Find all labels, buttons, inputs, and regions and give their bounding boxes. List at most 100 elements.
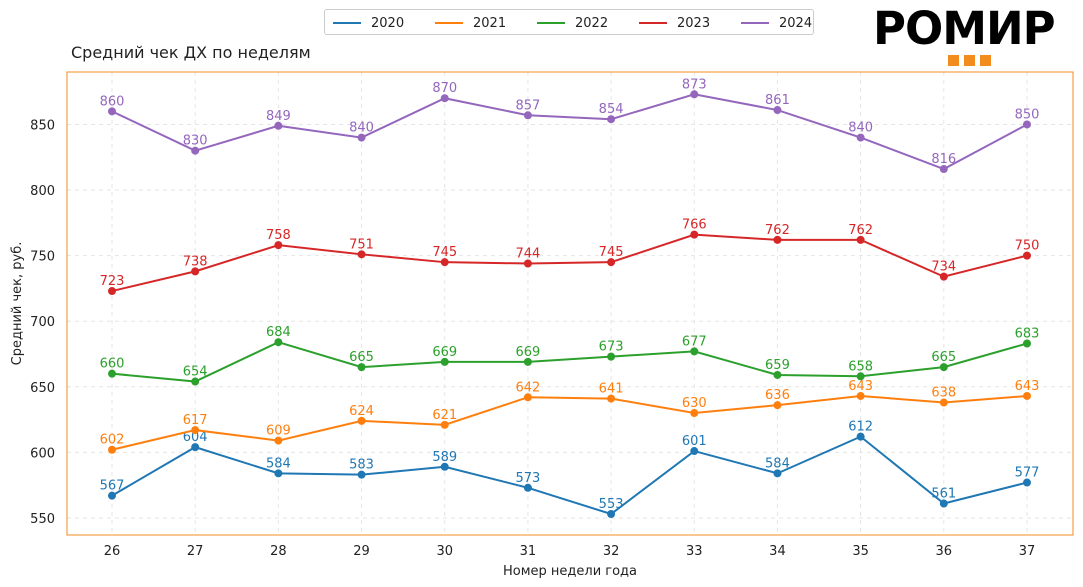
data-label-2022: 654 — [183, 365, 208, 380]
x-tick-label: 35 — [852, 544, 869, 559]
data-label-2021: 641 — [599, 382, 624, 397]
legend-label: 2024 — [779, 15, 813, 31]
y-tick-label: 700 — [30, 315, 55, 330]
data-point-2024 — [523, 111, 532, 120]
data-label-2022: 677 — [682, 334, 707, 349]
plot-frame — [66, 71, 1074, 536]
data-label-2023: 745 — [599, 245, 624, 260]
x-tick-label: 31 — [520, 544, 537, 559]
data-label-2024: 870 — [432, 81, 457, 96]
x-axis-label: Номер недели года — [503, 564, 637, 579]
data-label-2021: 643 — [1015, 379, 1040, 394]
legend-item-2020: 2020 — [333, 14, 404, 32]
data-point-2020 — [357, 470, 366, 479]
legend-item-2021: 2021 — [435, 14, 506, 32]
data-label-2020: 573 — [515, 471, 540, 486]
series-line-2023 — [111, 233, 1028, 293]
data-point-2023 — [108, 287, 116, 296]
y-tick-label: 850 — [30, 118, 55, 133]
data-point-2022 — [856, 372, 865, 381]
logo-text: РОМИР — [873, 2, 1056, 55]
data-point-2024 — [440, 94, 449, 103]
data-point-2022 — [440, 357, 449, 366]
x-tick-label: 28 — [270, 544, 287, 559]
data-point-2024 — [607, 115, 616, 124]
data-point-2021 — [274, 436, 283, 445]
y-tick-label: 600 — [30, 446, 55, 461]
data-point-2023 — [690, 230, 699, 239]
data-point-2024 — [773, 106, 782, 115]
data-point-2024 — [856, 133, 865, 142]
data-label-2024: 860 — [100, 94, 125, 109]
y-tick-label: 650 — [30, 381, 55, 396]
y-tick-label: 750 — [30, 250, 55, 265]
data-point-2021 — [939, 398, 948, 407]
data-label-2022: 684 — [266, 325, 291, 340]
legend-label: 2023 — [677, 15, 711, 31]
data-point-2024 — [1023, 120, 1031, 129]
legend-label: 2021 — [473, 15, 507, 31]
data-point-2022 — [274, 338, 283, 347]
data-label-2023: 758 — [266, 228, 291, 243]
data-point-2021 — [773, 401, 782, 410]
data-label-2020: 577 — [1015, 466, 1040, 481]
data-point-2020 — [274, 469, 283, 478]
data-label-2020: 561 — [931, 487, 956, 502]
data-label-2024: 854 — [599, 102, 624, 117]
x-tick-label: 33 — [686, 544, 703, 559]
data-label-2023: 750 — [1015, 239, 1040, 254]
data-label-2024: 840 — [349, 121, 374, 136]
data-point-2024 — [357, 133, 366, 142]
data-point-2021 — [856, 391, 865, 400]
legend-item-2022: 2022 — [537, 14, 608, 32]
x-tick-label: 29 — [353, 544, 370, 559]
data-point-2020 — [523, 483, 532, 492]
data-point-2023 — [440, 258, 449, 267]
data-point-2023 — [607, 258, 616, 267]
legend-label: 2020 — [371, 15, 405, 31]
x-tick-label: 27 — [187, 544, 204, 559]
legend-item-2024: 2024 — [741, 14, 812, 32]
data-point-2021 — [108, 445, 116, 454]
data-point-2023 — [773, 235, 782, 244]
data-point-2022 — [523, 357, 532, 366]
data-point-2022 — [1023, 339, 1031, 348]
data-label-2021: 636 — [765, 388, 790, 403]
data-point-2022 — [607, 352, 616, 361]
data-label-2022: 659 — [765, 358, 790, 373]
series-line-2021 — [111, 394, 1028, 451]
data-label-2020: 567 — [100, 479, 125, 494]
data-label-2023: 745 — [432, 245, 457, 260]
data-label-2020: 612 — [848, 420, 873, 435]
legend-swatch — [639, 22, 667, 24]
legend: 2020 2021 2022 2023 2024 — [324, 9, 814, 35]
data-label-2023: 762 — [765, 223, 790, 238]
data-label-2021: 624 — [349, 404, 374, 419]
data-label-2023: 766 — [682, 218, 707, 233]
data-label-2020: 553 — [599, 497, 624, 512]
data-point-2023 — [939, 272, 948, 281]
data-label-2021: 609 — [266, 424, 291, 439]
data-point-2024 — [939, 165, 948, 174]
data-point-2020 — [1023, 478, 1031, 487]
data-point-2020 — [690, 447, 699, 456]
data-label-2020: 584 — [266, 456, 291, 471]
data-label-2022: 665 — [349, 350, 374, 365]
x-tick-label: 32 — [603, 544, 620, 559]
data-label-2020: 584 — [765, 456, 790, 471]
data-label-2023: 738 — [183, 254, 208, 269]
data-point-2024 — [108, 107, 116, 116]
data-label-2022: 658 — [848, 359, 873, 374]
legend-swatch — [333, 22, 361, 24]
data-label-2021: 621 — [432, 408, 457, 423]
legend-item-2023: 2023 — [639, 14, 710, 32]
data-point-2023 — [357, 250, 366, 259]
data-point-2022 — [773, 370, 782, 379]
data-label-2024: 830 — [183, 134, 208, 149]
data-point-2023 — [523, 259, 532, 268]
data-point-2022 — [939, 363, 948, 372]
data-label-2022: 660 — [100, 357, 125, 372]
legend-swatch — [741, 22, 769, 24]
data-point-2020 — [440, 462, 449, 471]
